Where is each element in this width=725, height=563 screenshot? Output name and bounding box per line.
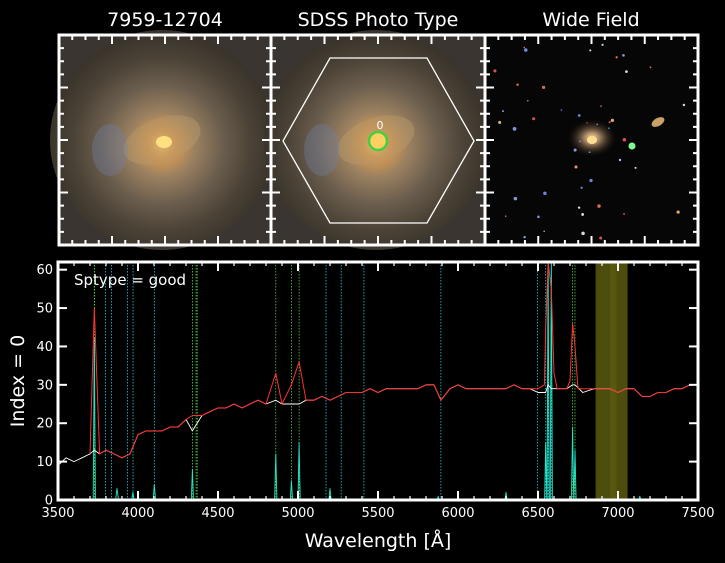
spectrum-series-line	[58, 261, 698, 501]
y-tick-label: 20	[36, 417, 53, 432]
x-axis-ticks: 3500 4000 4500 5000 5500 6000 6500 7000 7500	[41, 262, 715, 521]
field-star	[581, 231, 585, 236]
field-star	[542, 85, 546, 89]
panel-title-photo-type: SDSS Photo Type	[298, 9, 459, 31]
y-axis-ticks: 0 10 20 30 40 50 60	[36, 263, 698, 509]
x-tick-label: 3500	[41, 506, 74, 521]
field-star	[577, 114, 581, 117]
field-star	[504, 215, 507, 218]
x-axis-label: Wavelength [Å]	[305, 529, 452, 552]
field-star	[596, 123, 599, 126]
field-star	[634, 166, 637, 169]
x-tick-label: 5500	[361, 506, 394, 521]
field-star	[608, 121, 611, 124]
field-star	[493, 69, 497, 73]
field-star	[498, 120, 502, 124]
fiber-aperture-circle	[367, 130, 389, 152]
field-star	[523, 48, 528, 52]
y-tick-label: 50	[36, 302, 53, 317]
x-tick-label: 4000	[121, 506, 154, 521]
field-star	[622, 137, 627, 142]
field-star	[543, 191, 547, 196]
field-star	[512, 126, 517, 131]
field-star	[579, 140, 581, 143]
image-panel-ticks	[59, 35, 698, 245]
field-star	[580, 186, 583, 189]
field-star	[532, 117, 536, 121]
field-star	[523, 46, 526, 49]
aperture-label: 0	[377, 119, 384, 132]
field-star	[513, 196, 518, 201]
field-star	[589, 178, 593, 183]
field-star	[625, 70, 628, 73]
x-tick-label: 7000	[601, 506, 634, 521]
field-star	[573, 148, 577, 152]
x-tick-label: 5000	[281, 506, 314, 521]
field-star	[608, 127, 610, 130]
field-star	[597, 204, 601, 208]
field-star	[502, 110, 504, 113]
field-star	[682, 103, 686, 107]
photo-type-image-panel: 0	[264, 30, 488, 250]
x-tick-label: 4500	[201, 506, 234, 521]
field-star	[615, 56, 618, 59]
wide-field-image-panel	[483, 33, 700, 247]
field-star	[599, 236, 603, 240]
field-star	[622, 54, 625, 57]
field-star	[537, 215, 540, 219]
shaded-band	[610, 262, 628, 500]
sptype-annotation: Sptype = good	[74, 271, 186, 289]
spectrum-series	[57, 261, 698, 501]
field-star	[581, 213, 585, 216]
field-star	[588, 151, 591, 153]
field-star	[649, 66, 652, 69]
field-star	[589, 49, 592, 52]
spectrum-plot: 3500 4000 4500 5000 5500 6000 6500 7000 7500 0 10…	[7, 260, 715, 552]
y-tick-label: 40	[36, 340, 53, 355]
field-star	[676, 210, 680, 214]
telluric-bands	[595, 262, 628, 500]
field-star	[623, 212, 626, 215]
x-tick-label: 6500	[521, 506, 554, 521]
y-tick-label: 60	[36, 263, 53, 278]
y-tick-label: 30	[36, 378, 53, 393]
x-tick-label: 6000	[441, 506, 474, 521]
field-star	[523, 235, 526, 239]
field-star	[560, 109, 563, 111]
y-tick-label: 10	[36, 455, 53, 470]
y-tick-label: 0	[45, 494, 53, 509]
field-star	[610, 118, 615, 122]
panel-title-object-id: 7959-12704	[107, 9, 223, 31]
field-star	[586, 122, 588, 124]
field-star	[543, 230, 545, 232]
field-star	[516, 83, 519, 87]
y-axis-label: Index = 0	[7, 335, 29, 427]
x-tick-label: 7500	[681, 506, 714, 521]
galaxy-image-panel	[50, 30, 274, 250]
hexagon-footprint	[282, 57, 475, 224]
field-star	[600, 105, 602, 107]
panel-title-wide-field: Wide Field	[542, 9, 639, 31]
field-star	[577, 206, 581, 209]
field-star	[527, 100, 529, 102]
spectrum-series-line	[89, 261, 698, 459]
field-star	[601, 43, 604, 46]
